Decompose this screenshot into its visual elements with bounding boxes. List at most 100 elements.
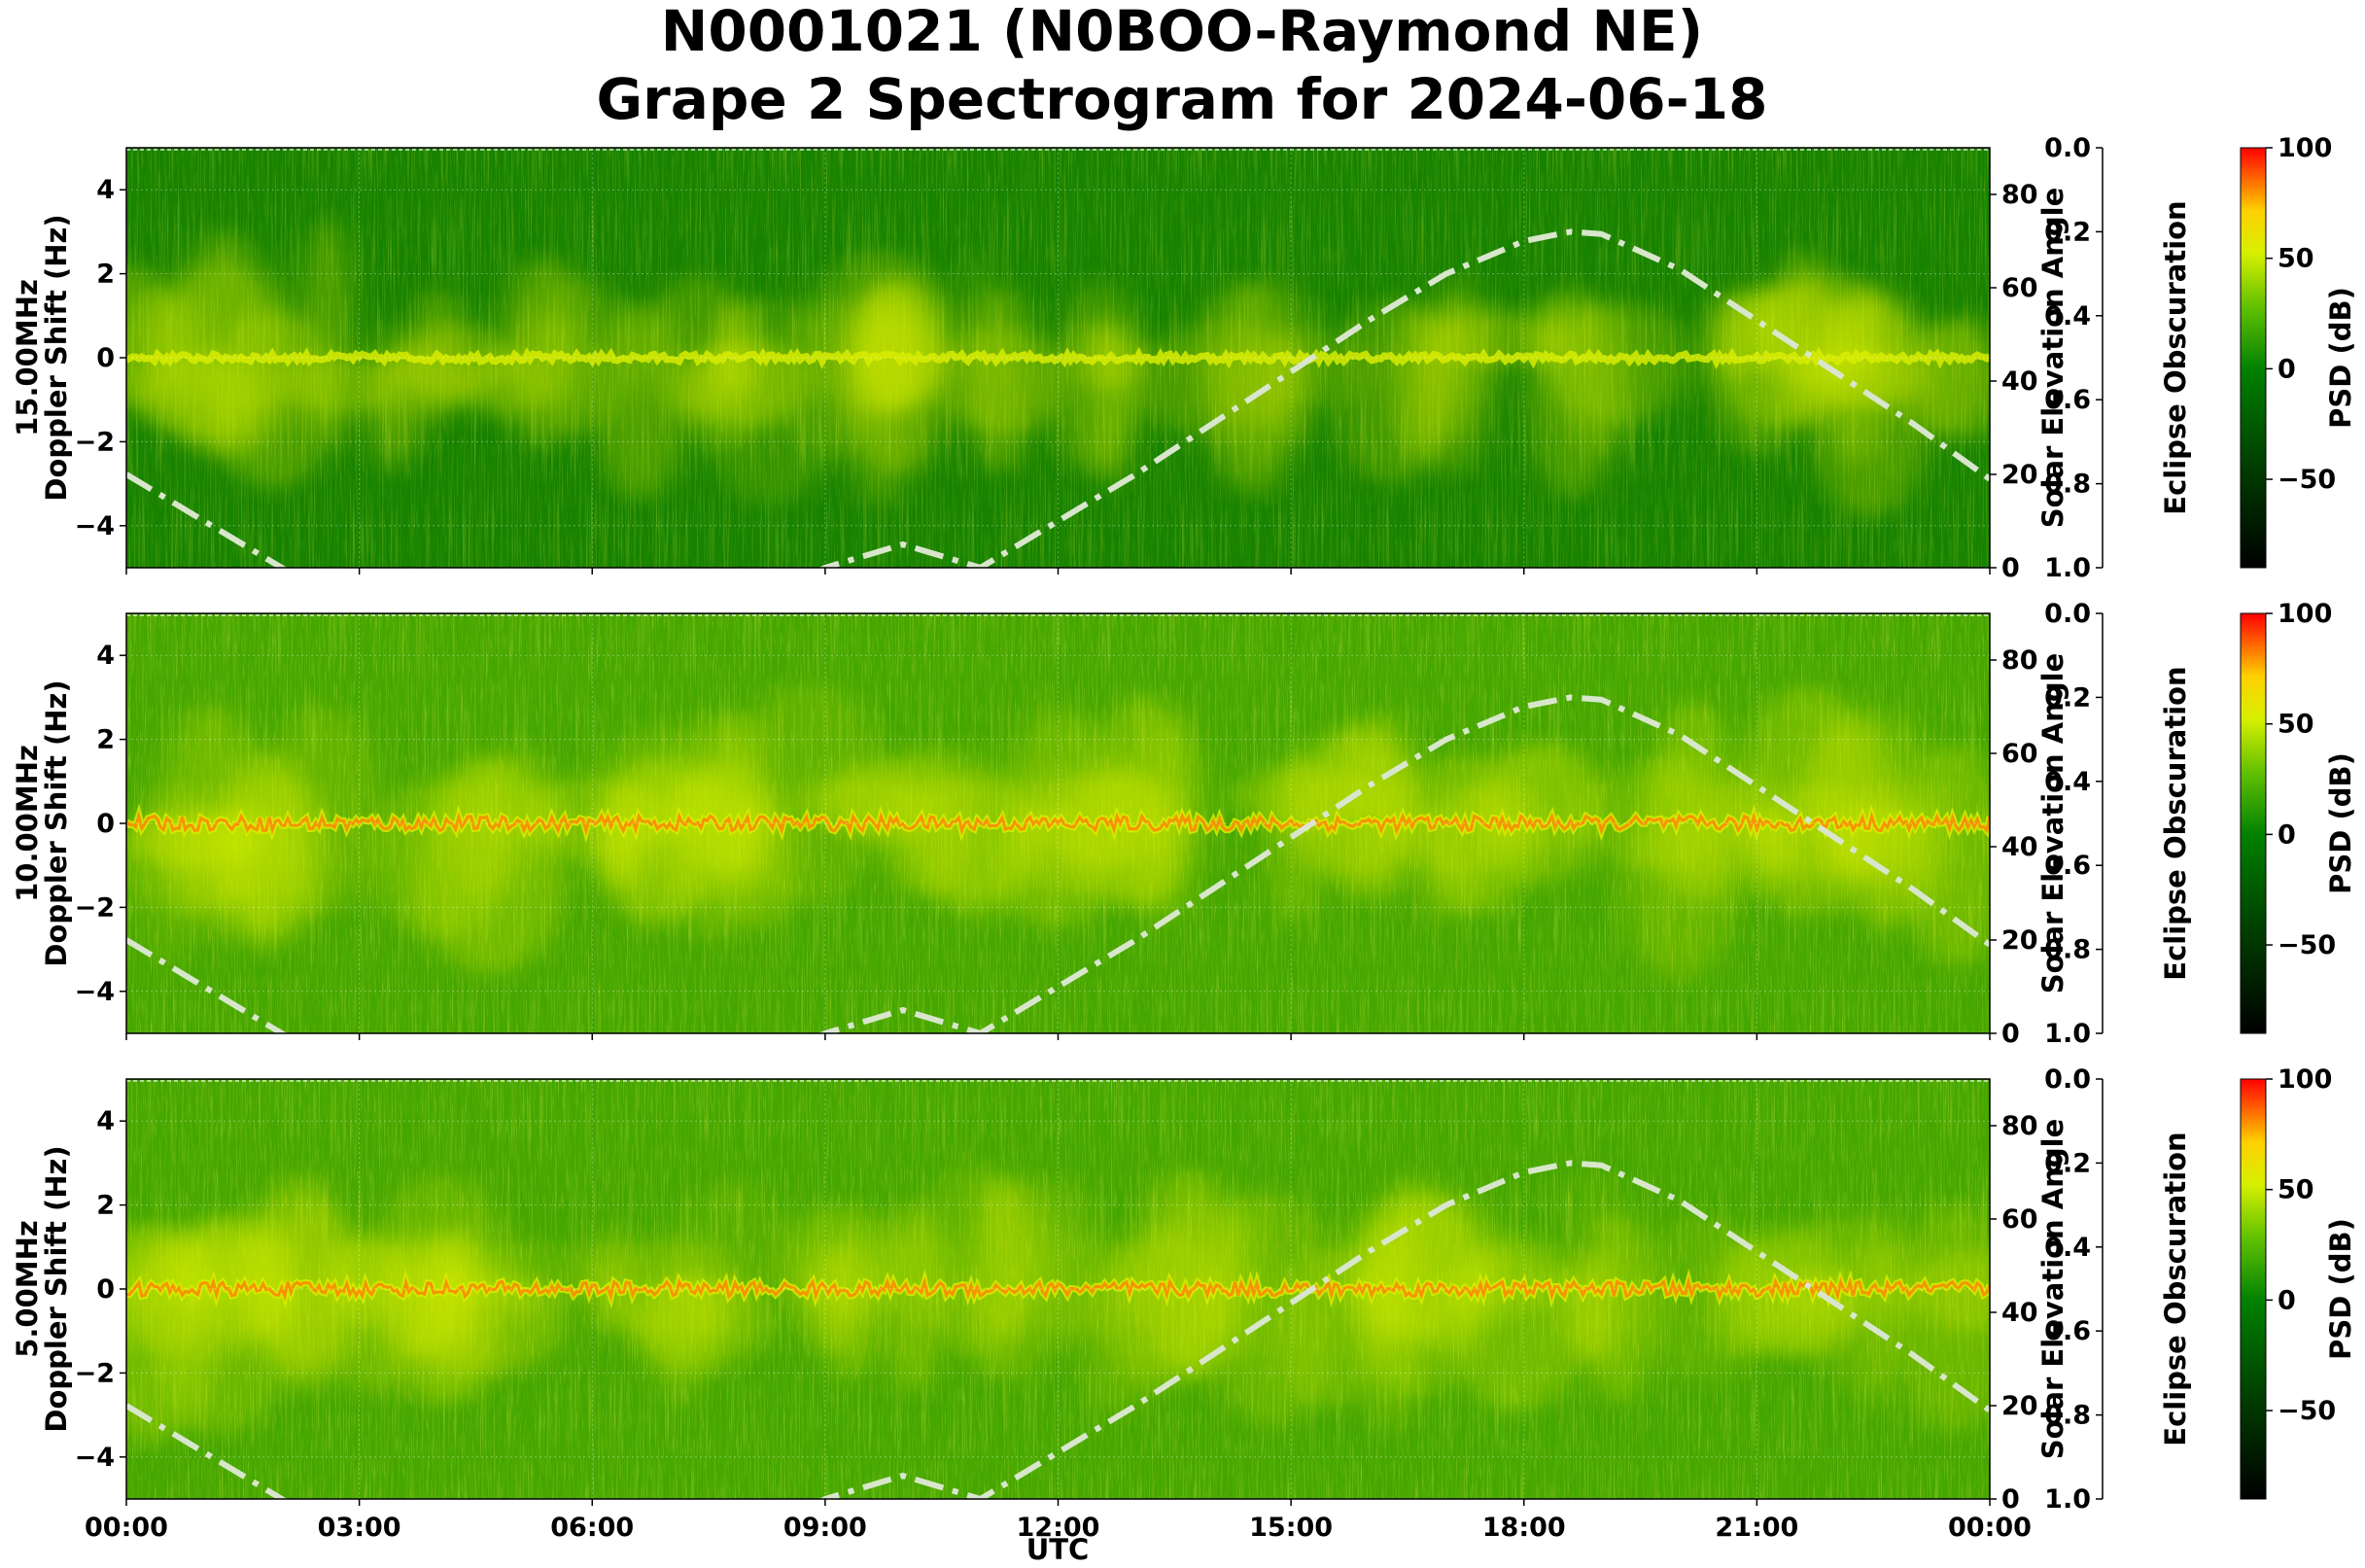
colorbar-tick-label: 50 [2278,1175,2314,1205]
doppler-spread-blob [695,296,846,505]
solar-tick-label: 40 [2001,832,2038,862]
doppler-spread-blob [1479,743,1602,886]
doppler-spread-blob [1205,281,1302,498]
y-tick-label: −4 [75,1443,115,1473]
doppler-spread-blob [1882,326,1990,434]
y-tick-label: −2 [75,892,115,923]
carrier-glow [126,346,1990,370]
spectrogram-area [126,613,1990,1033]
colorbar-label: PSD (dB) [2324,287,2357,429]
doppler-spread-blob [1708,286,1808,457]
colorbar [2240,1078,2267,1500]
colorbar [2240,612,2267,1034]
x-tick-label: 18:00 [1482,1513,1566,1543]
y-tick-label: 2 [96,1191,115,1221]
solar-elevation-label: Solar Elevation Angle [2036,1119,2069,1460]
eclipse-tick-label: 0.6 [2044,1316,2091,1346]
colorbar-tick-label: −50 [2278,930,2336,960]
frequency-label: 5.00MHz [11,1220,44,1358]
doppler-spread-blob [476,741,562,882]
figure-title-line2: Grape 2 Spectrogram for 2024-06-18 [597,66,1768,132]
colorbar-label: PSD (dB) [2324,1218,2357,1360]
carrier-core [126,1275,1990,1303]
doppler-spread-blob [152,1216,288,1435]
y-tick-label: 0 [96,343,115,373]
eclipse-tick-label: 0.6 [2044,851,2091,881]
x-tick-label: 21:00 [1715,1513,1798,1543]
eclipse-tick-label: 0.8 [2044,470,2091,500]
x-tick-label: 00:00 [85,1513,168,1543]
y-tick-label: −2 [75,427,115,457]
solar-elevation-curve [126,1160,1990,1499]
solar-elevation-curve [126,228,1990,568]
eclipse-tick-label: 0.0 [2044,133,2091,163]
doppler-spread-blob [285,355,405,416]
colorbar-tick-label: 0 [2278,354,2296,384]
colorbar-tick-label: 100 [2278,599,2332,629]
solar-elevation-curve [126,694,1990,1033]
y-tick-label: 4 [96,641,115,671]
y-tick-label: 0 [96,809,115,839]
doppler-spread-blob [1861,1204,1905,1414]
eclipse-obscuration-label: Eclipse Obscuration [2159,200,2192,514]
doppler-spread-blob [1332,296,1455,485]
y-tick-label: −4 [75,977,115,1007]
solar-tick-label: 60 [2001,1204,2038,1235]
solar-tick-label: 0 [2001,1019,2020,1049]
eclipse-tick-label: 0.0 [2044,599,2091,629]
solar-tick-label: 60 [2001,739,2038,769]
colorbar-tick-label: 50 [2278,710,2314,740]
doppler-spread-blob [399,1247,472,1373]
figure-title-line1: N0001021 (N0BOO-Raymond NE) [661,0,1703,64]
colorbar-tick-label: 0 [2278,819,2296,850]
colorbar-tick-label: 50 [2278,244,2314,274]
solar-tick-label: 20 [2001,460,2038,490]
doppler-spread-blob [1912,1250,1990,1332]
doppler-spread-blob [628,1278,769,1372]
colorbar-tick-label: 100 [2278,1064,2332,1095]
eclipse-tick-label: 0.6 [2044,385,2091,415]
y-tick-label: −4 [75,511,115,541]
y-axis-label: Doppler Shift (Hz) [40,214,73,501]
carrier-trace [126,1268,1990,1309]
colorbar-tick-label: −50 [2278,1396,2336,1426]
y-tick-label: 0 [96,1274,115,1305]
doppler-spread-blob [1840,776,1943,894]
eclipse-tick-label: 1.0 [2044,1484,2091,1515]
solar-tick-label: 80 [2001,1111,2038,1141]
solar-tick-label: 0 [2001,1484,2020,1515]
doppler-spread-blob [135,354,262,440]
carrier-trace [126,346,1990,370]
y-axis-label: Doppler Shift (Hz) [40,1145,73,1432]
solar-tick-label: 20 [2001,925,2038,956]
y-tick-label: 4 [96,1106,115,1136]
spectrogram-area [126,148,1990,568]
colorbar-label: PSD (dB) [2324,752,2357,894]
x-tick-label: 09:00 [783,1513,867,1543]
doppler-spread-blob [957,1290,1030,1376]
doppler-spread-blob [845,276,950,409]
eclipse-tick-label: 0.2 [2044,682,2091,713]
eclipse-tick-label: 0.0 [2044,1064,2091,1095]
eclipse-tick-label: 0.2 [2044,1148,2091,1178]
x-tick-label: 15:00 [1249,1513,1333,1543]
solar-tick-label: 80 [2001,180,2038,210]
x-tick-label: 06:00 [550,1513,634,1543]
colorbar [2240,147,2267,569]
x-tick-label: 00:00 [1948,1513,2032,1543]
frequency-label: 15.00MHz [11,279,44,436]
eclipse-tick-label: 1.0 [2044,553,2091,583]
doppler-spread-blob [1019,1178,1100,1350]
eclipse-tick-label: 0.4 [2044,767,2091,797]
eclipse-tick-label: 0.4 [2044,1233,2091,1263]
carrier-core [126,811,1990,836]
y-tick-label: 2 [96,260,115,290]
y-tick-label: −2 [75,1358,115,1388]
eclipse-obscuration-label: Eclipse Obscuration [2159,1132,2192,1446]
spectrogram-area [126,1079,1990,1499]
solar-tick-label: 40 [2001,1298,2038,1328]
doppler-spread-blob [1203,1193,1342,1427]
